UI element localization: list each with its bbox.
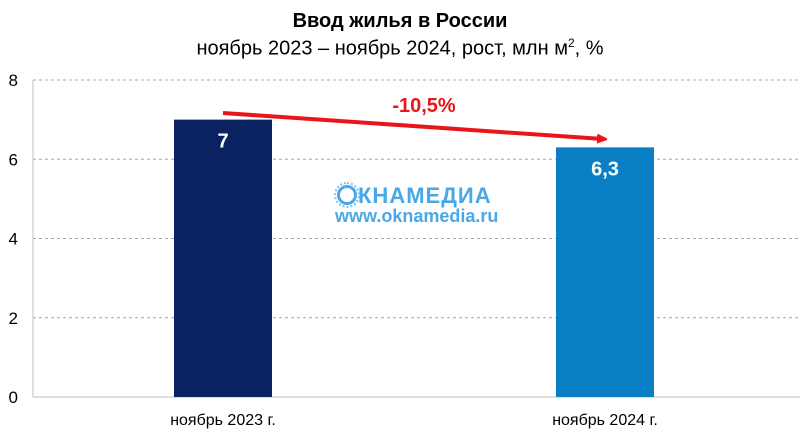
chart-subtitle: ноябрь 2023 – ноябрь 2024, рост, млн м2,… xyxy=(0,36,800,61)
y-tick-label: 2 xyxy=(9,309,18,328)
x-tick-label: ноябрь 2024 г. xyxy=(552,412,658,429)
bar xyxy=(174,119,272,397)
chart-title: Ввод жилья в России xyxy=(292,10,508,32)
sun-logo-icon xyxy=(334,182,360,208)
y-tick-label: 8 xyxy=(9,71,18,90)
watermark-logo: КНАМЕДИА xyxy=(334,182,492,209)
data-label: 6,3 xyxy=(591,158,619,180)
y-tick-label: 6 xyxy=(9,150,18,169)
subtitle-text: ноябрь 2023 – ноябрь 2024, рост, млн м xyxy=(196,37,568,60)
bar xyxy=(556,147,654,397)
watermark-logo-text: КНАМЕДИА xyxy=(358,183,492,208)
subtitle-tail: , % xyxy=(574,37,604,60)
watermark-url: www.oknamedia.ru xyxy=(335,206,499,226)
change-annotation: -10,5% xyxy=(392,95,456,117)
subtitle-superscript: 2 xyxy=(567,36,575,50)
change-arrow xyxy=(222,111,603,139)
y-tick-label: 0 xyxy=(9,388,18,407)
data-label: 7 xyxy=(217,131,228,153)
y-tick-label: 4 xyxy=(9,230,18,249)
x-tick-label: ноябрь 2023 г. xyxy=(170,412,276,429)
